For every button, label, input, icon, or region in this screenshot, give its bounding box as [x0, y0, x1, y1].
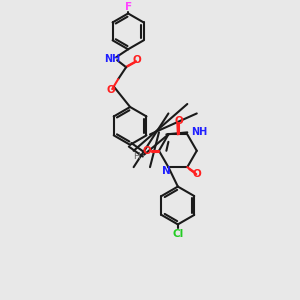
Text: Cl: Cl — [172, 230, 184, 239]
Text: NH: NH — [104, 54, 120, 64]
Text: H: H — [133, 152, 140, 161]
Text: O: O — [175, 116, 183, 127]
Text: O: O — [133, 55, 141, 65]
Text: N: N — [162, 166, 171, 176]
Text: F: F — [124, 2, 132, 13]
Text: NH: NH — [191, 128, 208, 137]
Text: O: O — [107, 85, 116, 95]
Text: O: O — [193, 169, 202, 179]
Text: O: O — [142, 146, 152, 156]
